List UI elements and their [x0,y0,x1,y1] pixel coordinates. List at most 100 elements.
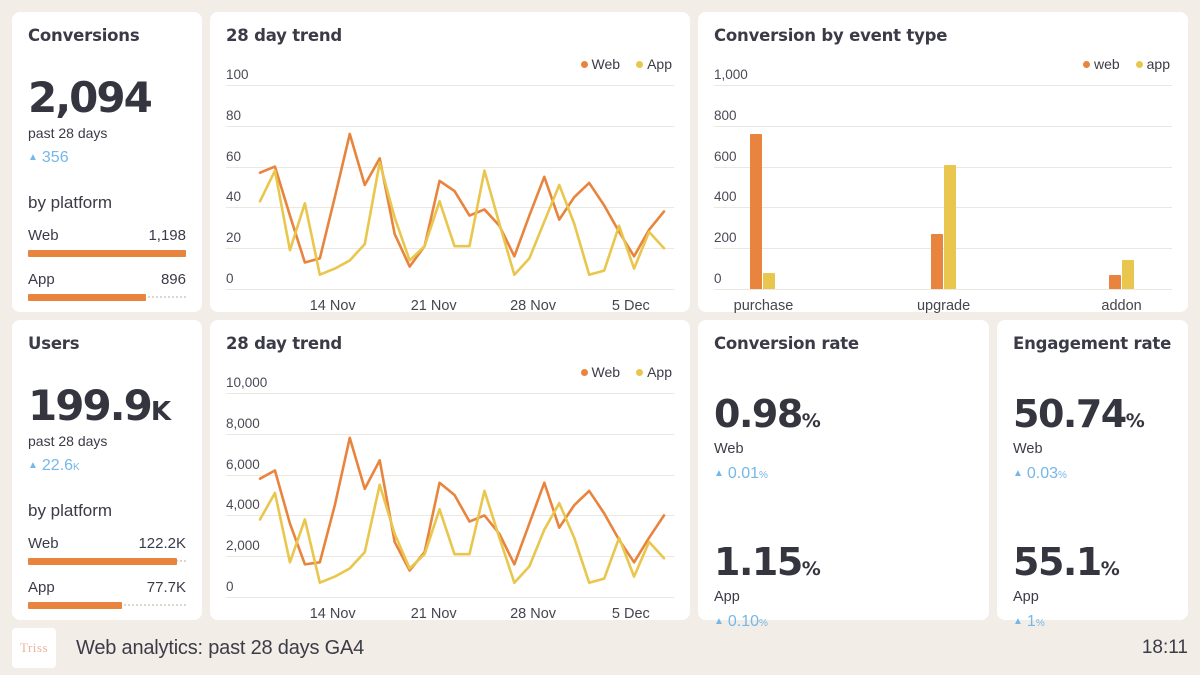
chart-legend: Web App [580,56,672,72]
legend-item-app[interactable]: App [636,364,672,380]
delta-suffix: % [1058,470,1067,481]
y-axis-label: 4,000 [226,497,260,513]
rate-number: 50.74 [1013,392,1127,436]
rate-number: 1.15 [714,540,803,584]
series-line-app [260,163,664,275]
platform-bar-web [28,558,177,565]
delta-badge: ▲ 356 [28,149,186,167]
legend-label: web [1093,56,1120,72]
delta-badge: ▲ 1% [1013,613,1172,631]
x-axis-label: addon [1101,298,1142,314]
y-axis-label: 0 [226,579,234,594]
y-axis-label: 1,000 [714,67,748,82]
plot-inner: purchase upgrade addon [734,85,1162,314]
conversions-trend-chart-card: 28 day trend Web App 100 80 60 40 20 0 14 Nov 21… [210,12,690,314]
platform-row-web: Web 1,198 [28,227,186,257]
platform-bar-app [28,602,123,609]
legend-item-app[interactable]: app [1135,56,1170,72]
legend-item-web[interactable]: Web [580,56,620,72]
rate-platform-label: App [714,589,740,605]
platform-bar-track [28,558,186,565]
chart-legend: web app [1082,56,1170,72]
gridline [226,85,674,86]
x-axis-label: purchase [733,298,794,314]
big-number: 2,094 [28,73,153,122]
x-axis-label: 5 Dec [611,298,650,314]
legend-label: Web [591,364,621,380]
gridline [226,289,674,290]
rate-value: 0.98% [714,395,973,433]
dashboard-title: Web analytics: past 28 days GA4 [76,636,365,659]
big-number-suffix: K [150,397,172,427]
gridline [226,166,674,168]
delta-suffix: % [759,470,768,481]
bar-app-purchase [763,272,776,289]
card-title: Conversion rate [714,334,859,353]
percent-suffix: % [1125,410,1145,432]
line-chart-plot: 100 80 60 40 20 0 14 Nov 21 Nov 28 Nov 5 Dec [226,67,674,314]
y-axis-label: 600 [714,148,737,164]
delta-value: 0.01 [727,465,760,482]
platform-value: 122.2K [138,535,186,552]
legend-dot-icon [636,60,644,68]
plot-inner: 14 Nov 21 Nov 28 Nov 5 Dec [260,393,664,622]
card-title: 28 day trend [226,334,343,353]
gridline [226,393,674,394]
delta-value: 22.6 [41,457,74,474]
conversions-kpi-card: Conversions 2,094 past 28 days ▲ 356 by p… [12,12,202,312]
platform-row-web: Web 122.2K [28,535,186,565]
dashboard-row-2: Users 199.9K past 28 days ▲ 22.6K by plat… [12,320,1188,630]
gridline [226,248,674,250]
platform-bar-web [28,250,186,257]
delta-badge: ▲ 0.01% [714,465,973,483]
x-axis-label: 28 Nov [510,298,557,314]
line-series-svg [260,85,664,289]
legend-dot-icon [580,60,588,68]
clock: 18:11 [1141,637,1188,658]
legend-dot-icon [1082,60,1090,68]
legend-item-app[interactable]: App [636,56,672,72]
gridline [714,166,1172,168]
rate-value: 50.74% [1013,395,1172,433]
users-total: 199.9K [28,385,186,427]
legend-dot-icon [580,368,588,376]
y-axis-label: 100 [226,67,249,82]
gridline [226,207,674,209]
delta-value: 1 [1026,613,1036,630]
gridline [226,474,674,476]
delta-badge: ▲ 22.6K [28,457,186,475]
rate-block-web: 50.74% Web ▲ 0.03% [1013,395,1172,483]
x-axis-label: 21 Nov [410,606,457,622]
big-number: 199.9 [28,381,153,430]
gridline [226,597,674,598]
series-line-web [260,134,664,267]
period-label: past 28 days [28,433,108,449]
x-axis-label: 21 Nov [410,298,457,314]
y-axis-label: 0 [226,271,234,286]
platform-label: App [28,579,55,596]
x-axis-label: 28 Nov [510,606,557,622]
legend-item-web[interactable]: web [1082,56,1120,72]
series-line-app [260,485,664,583]
x-axis-label: 14 Nov [309,606,356,622]
conversion-by-event-type-chart-card: Conversion by event type web app 1,000 800… [698,12,1188,314]
legend-label: app [1146,56,1170,72]
y-axis-label: 0 [714,271,722,286]
delta-badge: ▲ 0.03% [1013,465,1172,483]
up-arrow-icon: ▲ [28,460,38,471]
platform-label: Web [28,227,59,244]
y-axis-label: 80 [226,107,242,123]
by-platform-label: by platform [28,193,113,212]
legend-label: App [647,56,672,72]
x-axis-label: 5 Dec [611,606,650,622]
bar-web-purchase [750,133,763,289]
delta-value: 0.03 [1026,465,1059,482]
up-arrow-icon: ▲ [714,468,724,479]
delta-badge: ▲ 0.10% [714,613,973,631]
users-kpi-card: Users 199.9K past 28 days ▲ 22.6K by plat… [12,320,202,620]
period-label: past 28 days [28,125,108,141]
up-arrow-icon: ▲ [1013,616,1023,627]
legend-item-web[interactable]: Web [580,364,621,380]
platform-label: App [28,271,55,288]
y-axis-label: 200 [714,230,737,246]
